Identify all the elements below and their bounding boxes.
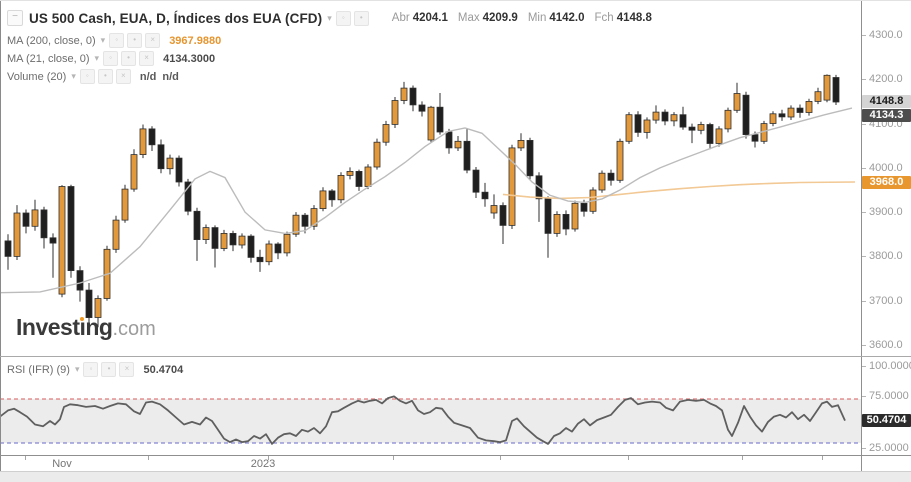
settings-icon-button[interactable]: • — [97, 69, 113, 84]
price-axis-border — [861, 0, 862, 471]
price-badge-4134.3: 4134.3 — [862, 109, 911, 123]
ohlc-value: 4209.9 — [482, 12, 518, 24]
rsi-axis-label: 100.0000 — [869, 360, 911, 372]
price-axis-label: 4000.0 — [869, 161, 903, 174]
rsi-line — [0, 395, 846, 445]
delete-icon-button[interactable]: × — [119, 362, 135, 377]
price-tick — [862, 79, 866, 81]
rsi-caret-icon[interactable]: ▾ — [74, 364, 80, 374]
delete-icon-button[interactable]: × — [115, 69, 131, 84]
rsi-tick — [862, 448, 866, 449]
rsi-axis-label: 25.0000 — [869, 442, 909, 454]
price-badge-4148.8: 4148.8 — [862, 95, 911, 109]
indicator-value: n/d — [139, 70, 157, 83]
ma200-line — [502, 181, 856, 200]
investing-logo-text: Invest — [16, 314, 80, 340]
ohlc-label: Fch — [594, 12, 614, 24]
settings-icon-button[interactable]: • — [353, 10, 369, 26]
investing-logo-suffix: .com — [112, 318, 156, 340]
time-tick — [500, 456, 501, 460]
indicator-label: MA (21, close, 0) — [7, 52, 90, 65]
indicator-caret-icon[interactable]: ▾ — [71, 71, 76, 81]
price-axis-label: 4300.0 — [869, 29, 903, 41]
rsi-tick — [862, 366, 866, 367]
ohlc-readout: Abr 4204.1 Max 4209.9 Min 4142.0 Fch 4148.8 — [382, 12, 652, 24]
time-axis-label: Nov — [52, 458, 72, 470]
price-axis-label: 3900.0 — [869, 206, 903, 219]
time-tick — [268, 456, 269, 460]
visibility-icon-button[interactable]: ◦ — [109, 33, 125, 48]
rsi-label: RSI (IFR) (9) — [7, 363, 70, 376]
rsi-value-badge: 50.4704 — [862, 414, 911, 428]
rsi-pane[interactable] — [0, 356, 862, 455]
price-tick — [862, 256, 866, 258]
time-axis-label: 2023 — [250, 458, 276, 470]
rsi-tick — [862, 396, 866, 397]
price-tick — [862, 35, 866, 36]
visibility-icon-button[interactable]: ◦ — [335, 10, 351, 26]
settings-icon-button[interactable]: • — [127, 33, 143, 48]
price-tick — [862, 300, 866, 302]
time-axis-divider — [0, 455, 911, 456]
visibility-icon-button[interactable]: ◦ — [79, 69, 95, 84]
price-axis-label: 3800.0 — [869, 250, 903, 263]
ohlc-value: 4204.1 — [412, 12, 448, 24]
time-tick — [393, 456, 394, 460]
price-tick — [862, 167, 866, 169]
price-axis-label: 4200.0 — [869, 73, 903, 86]
rsi-axis-label: 75.0000 — [869, 390, 909, 402]
indicator-value: 4134.3000 — [163, 52, 216, 65]
investing-logo: Investı ng.com — [16, 314, 156, 340]
time-tick — [25, 456, 26, 460]
symbol-caret-icon[interactable]: ▾ — [327, 12, 332, 23]
ma21-line — [0, 107, 853, 294]
indicator-value: 3967.9880 — [169, 34, 222, 47]
bottom-scroll-strip — [0, 471, 911, 482]
ohlc-value: 4148.8 — [616, 12, 652, 24]
ohlc-label: Min — [527, 12, 547, 24]
indicator-label: Volume (20) — [7, 70, 67, 83]
ohlc-value: 4142.0 — [549, 12, 585, 24]
price-axis-label: 3700.0 — [869, 294, 903, 307]
legend: − US 500 Cash, EUA, D, Índices dos EUA (… — [7, 8, 652, 86]
indicator-label: MA (200, close, 0) — [7, 34, 96, 47]
price-tick — [862, 345, 866, 346]
rsi-legend: RSI (IFR) (9) ▾ ◦ • × 50.4704 — [7, 361, 183, 379]
ohlc-label: Abr — [391, 12, 410, 24]
time-tick — [822, 456, 823, 460]
collapse-legend-button[interactable]: − — [7, 10, 23, 26]
indicator-row: MA (21, close, 0) ▾ ◦ • × 4134.3000 — [7, 50, 652, 67]
time-tick — [628, 456, 629, 460]
visibility-icon-button[interactable]: ◦ — [83, 362, 99, 377]
ohlc-label: Max — [457, 12, 480, 24]
indicator-row: MA (200, close, 0) ▾ ◦ • × 3967.9880 — [7, 32, 652, 49]
symbol-title: US 500 Cash, EUA, D, Índices dos EUA (CF… — [29, 10, 323, 26]
price-badge-3968.0: 3968.0 — [862, 175, 911, 189]
time-tick — [742, 456, 743, 460]
top-border — [0, 0, 911, 1]
price-tick — [862, 123, 866, 125]
settings-icon-button[interactable]: • — [101, 362, 117, 377]
time-tick — [148, 456, 149, 460]
indicator-caret-icon[interactable]: ▾ — [94, 53, 100, 63]
visibility-icon-button[interactable]: ◦ — [103, 51, 119, 66]
settings-icon-button[interactable]: • — [121, 51, 137, 66]
price-axis-label: 3600.0 — [869, 339, 903, 351]
indicator-value: n/d — [162, 70, 179, 83]
delete-icon-button[interactable]: × — [145, 33, 161, 48]
indicator-caret-icon[interactable]: ▾ — [100, 35, 106, 45]
pane-divider[interactable] — [0, 356, 911, 357]
rsi-value: 50.4704 — [143, 363, 184, 376]
left-border — [0, 0, 1, 471]
logo-orange-dot — [80, 316, 85, 321]
delete-icon-button[interactable]: × — [139, 51, 155, 66]
price-tick — [862, 212, 866, 214]
indicator-row: Volume (20) ▾ ◦ • × n/d n/d — [7, 68, 652, 85]
main-chart-pane[interactable] — [0, 0, 862, 356]
